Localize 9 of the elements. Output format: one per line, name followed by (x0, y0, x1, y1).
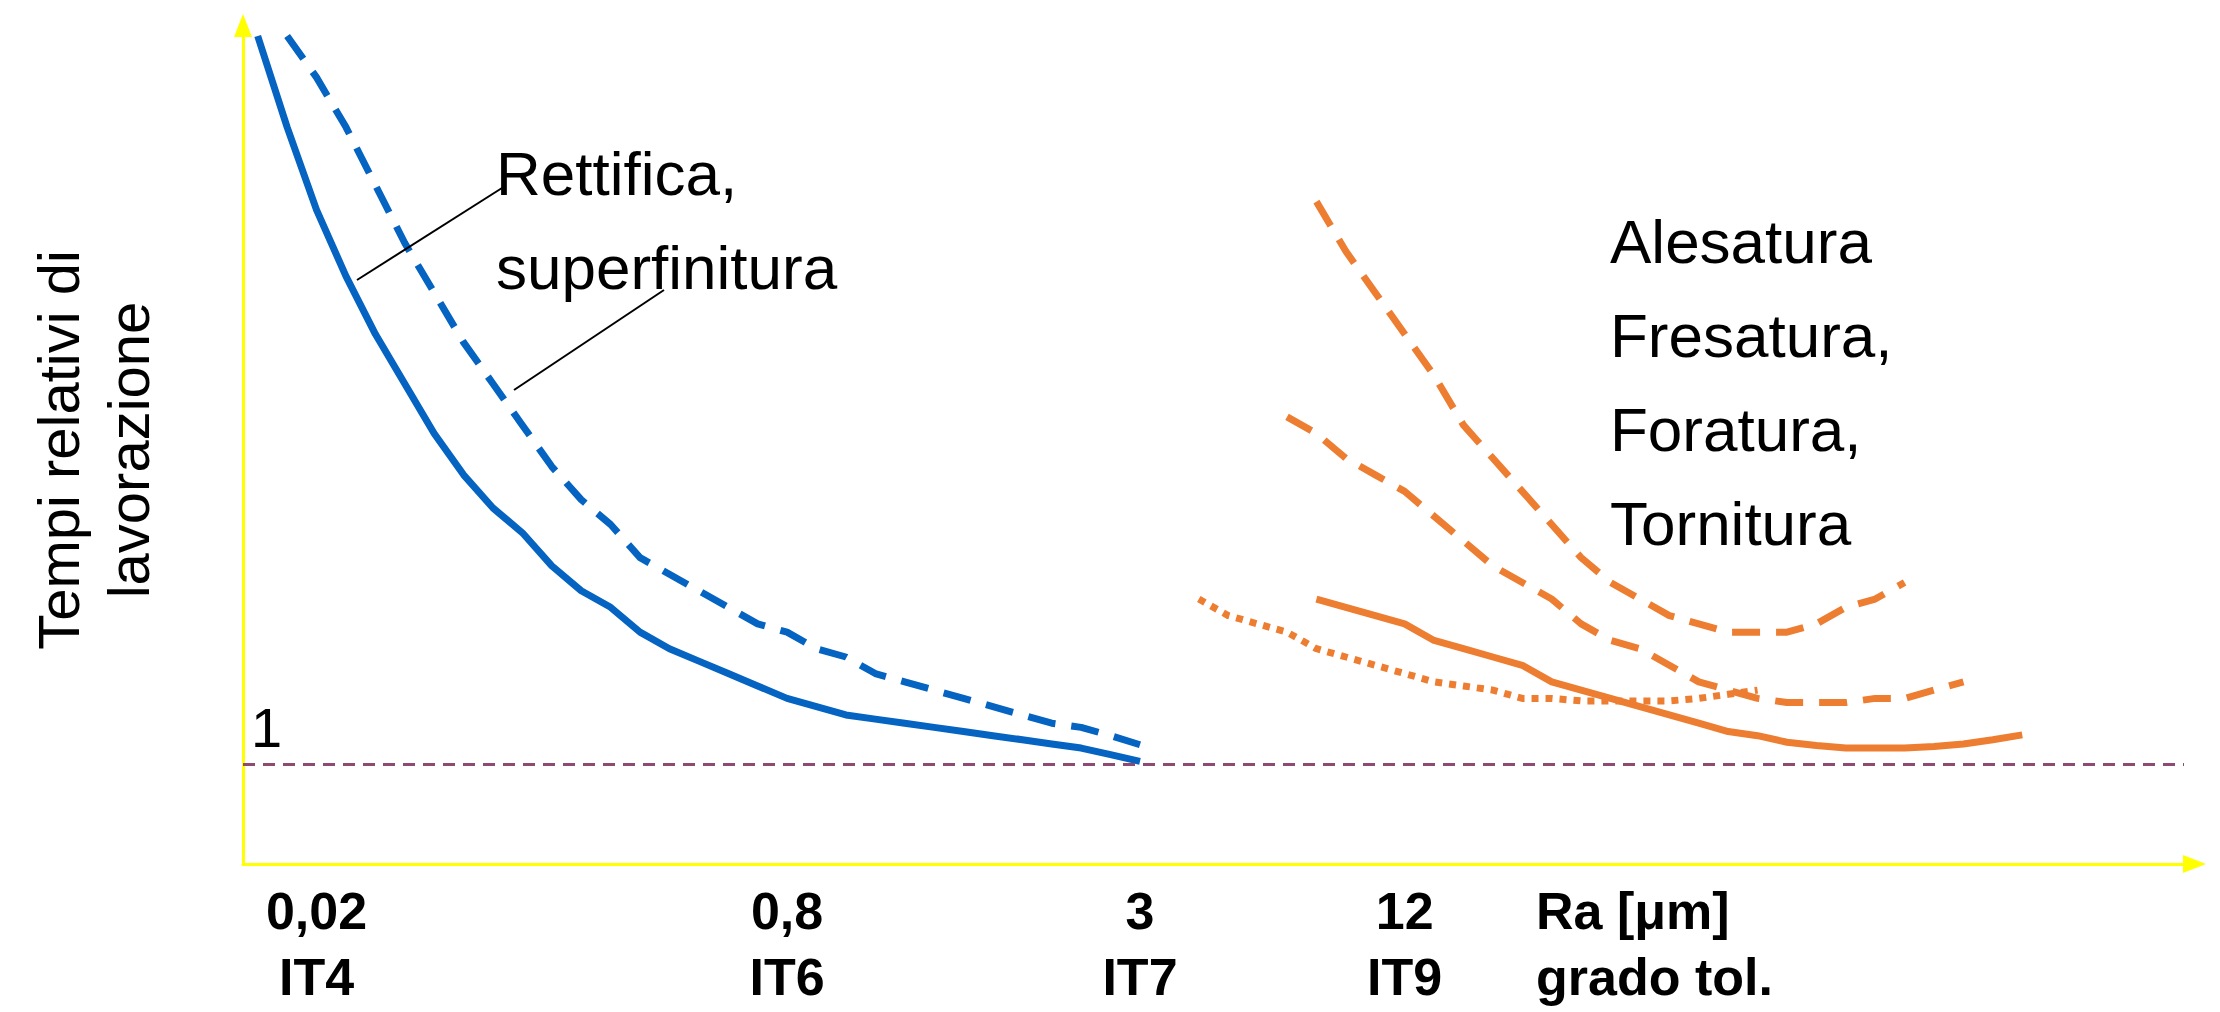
x-tick-label: 3 IT7 (1102, 882, 1178, 1006)
y-axis-title: Tempi relativi di lavorazione (25, 250, 161, 650)
x-tick-label: 0,02 IT4 (265, 882, 368, 1006)
x-tick-label: 0,8 IT6 (749, 882, 825, 1006)
x-axis-title: Ra [μm] grado tol. (1536, 882, 1773, 1006)
annotation: 1 (251, 695, 283, 759)
annotation: Alesatura Fresatura, Foratura, Tornitura (1610, 206, 1893, 558)
annotation: Rettifica, superfinitura (496, 138, 838, 302)
x-tick-label: 12 IT9 (1367, 882, 1443, 1006)
